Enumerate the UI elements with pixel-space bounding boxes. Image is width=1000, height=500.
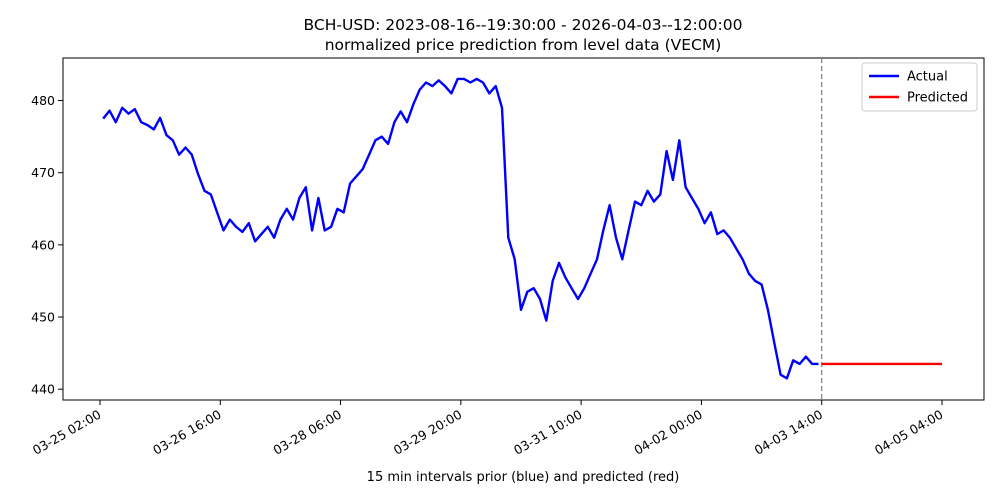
- x-tick-label: 04-02 00:00: [631, 407, 705, 458]
- x-axis-label: 15 min intervals prior (blue) and predic…: [367, 470, 680, 485]
- legend: Actual Predicted: [861, 62, 978, 112]
- y-tick-label: 480: [31, 93, 55, 108]
- legend-label-actual: Actual: [907, 70, 948, 85]
- x-tick-label: 04-05 04:00: [872, 407, 946, 458]
- y-tick-label: 470: [31, 165, 55, 180]
- y-tick-label: 450: [31, 310, 55, 325]
- chart-title: BCH-USD: 2023-08-16--19:30:00 - 2026-04-…: [304, 16, 743, 34]
- series-line-actual: [102, 77, 819, 380]
- x-tick-label: 03-31 10:00: [511, 407, 585, 458]
- x-tick-label: 04-03 14:00: [752, 407, 826, 458]
- x-tick-label: 03-29 20:00: [391, 407, 465, 458]
- legend-label-predicted: Predicted: [907, 91, 968, 106]
- x-tick-label: 03-28 06:00: [270, 407, 344, 458]
- y-tick-label: 460: [31, 237, 55, 252]
- plot-area: [62, 57, 985, 401]
- y-tick-label: 440: [31, 382, 55, 397]
- y-axis: 440 450 460 470 480: [31, 93, 63, 397]
- chart-subtitle: normalized price prediction from level d…: [325, 36, 722, 54]
- series-layer: [102, 77, 942, 380]
- x-tick-label: 03-25 02:00: [30, 407, 104, 458]
- x-tick-label: 03-26 16:00: [150, 407, 224, 458]
- x-axis: 03-25 02:00 03-26 16:00 03-28 06:00 03-29 2…: [30, 400, 946, 458]
